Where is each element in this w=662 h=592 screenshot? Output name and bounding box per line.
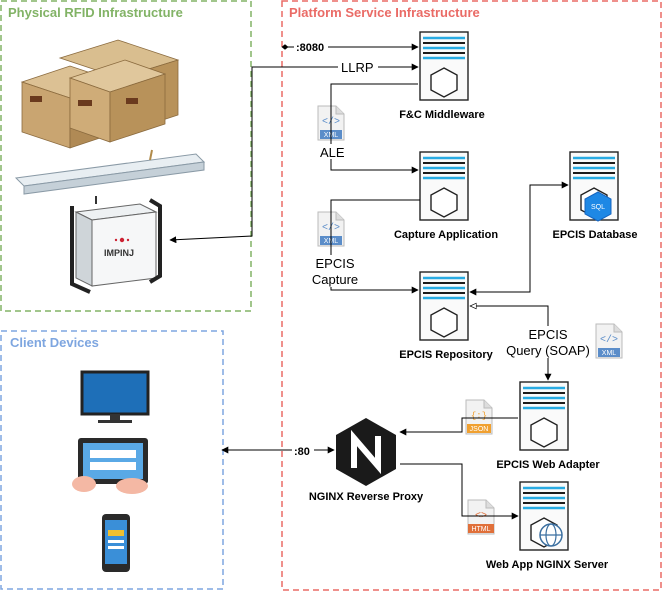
- html-file-icon: <> HTML: [467, 499, 495, 535]
- capture-application-label: Capture Application: [394, 229, 498, 241]
- nginx-reverse-proxy-label: NGINX Reverse Proxy: [309, 491, 424, 503]
- edge-nginx-web-adapter: [399, 417, 518, 436]
- region-title-clients: Client Devices: [10, 335, 99, 350]
- fc-middleware-label: F&C Middleware: [399, 109, 485, 121]
- region-title-physical: Physical RFID Infrastructure: [8, 5, 183, 20]
- capture-application-node: Capture Application: [394, 150, 498, 241]
- edge-port-8080: :8080: [281, 40, 419, 54]
- desktop-monitor-icon: [80, 370, 150, 423]
- rfid-antenna-icon: [14, 149, 206, 195]
- edge-label-port-8080: :8080: [296, 42, 324, 54]
- edge-epcis-query: EPCIS Query (SOAP): [470, 306, 592, 380]
- json-badge-label: JSON: [470, 426, 489, 433]
- epcis-database-label: EPCIS Database: [553, 229, 638, 241]
- svg-text:{:}: {:}: [471, 411, 487, 421]
- cardboard-boxes-icon: [20, 39, 180, 149]
- reader-brand-label: IMPINJ: [104, 248, 134, 258]
- edge-port-80: :80: [221, 443, 335, 458]
- edge-label-epcis-query-2: Query (SOAP): [506, 343, 590, 358]
- smartphone-icon: [102, 514, 130, 572]
- edge-nginx-web-app: [400, 463, 519, 520]
- tablet-icon: [72, 438, 148, 494]
- edge-label-epcis-query-1: EPCIS: [528, 327, 567, 342]
- edge-label-epcis-capture-2: Capture: [312, 272, 358, 287]
- rfid-reader-icon: IMPINJ: [70, 196, 162, 294]
- edge-repository-database: [469, 181, 569, 296]
- json-file-icon: {:} JSON: [465, 399, 493, 435]
- edge-label-port-80: :80: [294, 446, 310, 458]
- edge-label-ale: ALE: [320, 145, 345, 160]
- edge-epcis-capture: EPCIS Capture: [310, 199, 420, 294]
- region-platform-service: Platform Service Infrastructure: [281, 0, 662, 591]
- html-badge-label: HTML: [471, 526, 490, 533]
- epcis-repository-node: EPCIS Repository: [399, 270, 494, 361]
- region-title-platform: Platform Service Infrastructure: [289, 5, 480, 20]
- svg-text:</>: </>: [600, 334, 618, 346]
- edge-label-epcis-capture-1: EPCIS: [315, 256, 354, 271]
- xml-file-icon-query: </> XML: [595, 323, 623, 359]
- epcis-database-node: SQL EPCIS Database: [553, 150, 638, 241]
- xml-badge-label-query: XML: [602, 350, 617, 357]
- edge-llrp: LLRP: [169, 60, 419, 244]
- fc-middleware-node: F&C Middleware: [399, 30, 485, 121]
- epcis-web-adapter-node: EPCIS Web Adapter: [496, 380, 600, 471]
- epcis-repository-label: EPCIS Repository: [399, 349, 493, 361]
- epcis-web-adapter-label: EPCIS Web Adapter: [496, 459, 600, 471]
- region-client-devices: Client Devices: [0, 330, 224, 590]
- nginx-reverse-proxy-node: NGINX Reverse Proxy: [309, 418, 424, 503]
- sql-badge-label: SQL: [591, 204, 605, 211]
- edge-label-llrp: LLRP: [341, 60, 374, 75]
- edge-ale: ALE: [317, 83, 419, 174]
- web-app-nginx-server-node: Web App NGINX Server: [486, 480, 609, 571]
- web-app-nginx-server-label: Web App NGINX Server: [486, 559, 609, 571]
